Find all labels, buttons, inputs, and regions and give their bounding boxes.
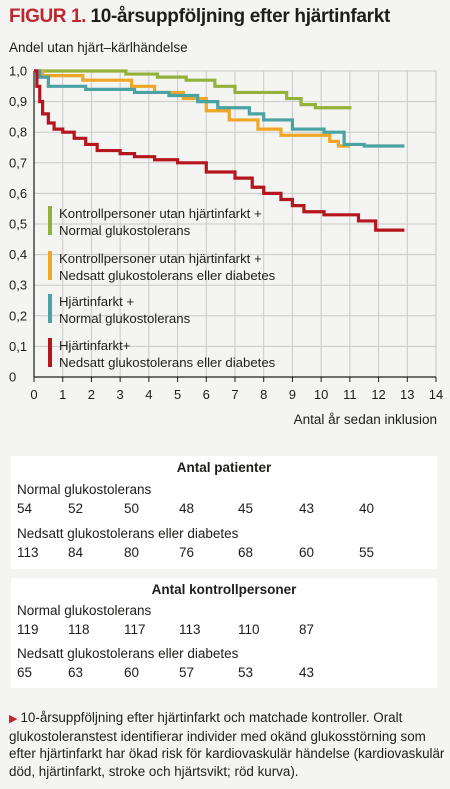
controls-normal-cell: 119 bbox=[17, 622, 39, 637]
x-tick-label: 10 bbox=[314, 387, 328, 402]
patients-impaired-cell: 113 bbox=[17, 545, 39, 560]
caption-arrow-icon: ▶ bbox=[9, 713, 18, 725]
series-layer bbox=[34, 69, 405, 232]
y-tick-label: 0,7 bbox=[9, 155, 27, 170]
patients-normal-cell: 40 bbox=[359, 501, 375, 516]
figure-label: FIGUR 1. bbox=[9, 6, 87, 27]
series-line-4 bbox=[34, 69, 405, 232]
y-tick-label: 1,0 bbox=[9, 64, 27, 79]
patients-impaired-cell: 55 bbox=[359, 545, 375, 560]
x-tick-label: 6 bbox=[203, 387, 210, 402]
chart-axes: 00,10,20,30,40,50,60,70,80,91,00 1 2 3 4 5 6 7 8… bbox=[9, 64, 443, 403]
legend-label-3-line1: Hjärtinfarkt + bbox=[59, 294, 134, 309]
controls-group-label-impaired: Nedsatt glukostolerans eller diabetes bbox=[17, 646, 239, 661]
chart-grid bbox=[34, 70, 437, 377]
controls-impaired-cell: 53 bbox=[238, 665, 254, 680]
caption-text: 10-årsuppföljning efter hjärtinfarkt och… bbox=[9, 710, 445, 779]
patients-table-heading: Antal patienter bbox=[176, 460, 272, 475]
x-tick-label: 14 bbox=[429, 387, 443, 402]
x-tick-label: 3 bbox=[117, 387, 124, 402]
controls-impaired-cell: 60 bbox=[124, 665, 140, 680]
patients-impaired-cell: 60 bbox=[299, 545, 315, 560]
y-axis-label: Andel utan hjärt–kärlhändelse bbox=[9, 40, 188, 55]
legend-label-1-line1: Kontrollpersoner utan hjärtinfarkt + bbox=[59, 206, 262, 221]
y-tick-label: 0,2 bbox=[9, 308, 27, 323]
x-tick-label: 2 bbox=[88, 387, 95, 402]
survival-chart: Andel utan hjärt–kärlhändelse 0 0,1 0,2 0,3… bbox=[9, 40, 443, 427]
controls-normal-cell: 118 bbox=[68, 622, 90, 637]
figure-title: 10-årsuppföljning efter hjärtinfarkt bbox=[90, 6, 391, 27]
patients-group-label-impaired: Nedsatt glukostolerans eller diabetes bbox=[17, 526, 239, 541]
patients-normal-cell: 43 bbox=[299, 501, 315, 516]
x-axis-label: Antal år sedan inklusion bbox=[294, 412, 437, 427]
y-tick-label: 0,1 bbox=[9, 339, 27, 354]
patients-normal-cell: 48 bbox=[179, 501, 195, 516]
x-tick-label: 5 bbox=[174, 387, 181, 402]
x-tick-label: 8 bbox=[260, 387, 267, 402]
controls-impaired-cell: 43 bbox=[299, 665, 315, 680]
x-tick-label: 0 bbox=[30, 387, 37, 402]
legend-label-2-line1: Kontrollpersoner utan hjärtinfarkt + bbox=[59, 251, 262, 266]
controls-impaired-cell: 63 bbox=[68, 665, 84, 680]
controls-table-heading: Antal kontrollpersoner bbox=[151, 582, 297, 597]
legend-label-4-line2: Nedsatt glukostolerans eller diabetes bbox=[59, 355, 276, 370]
patients-normal-cell: 54 bbox=[17, 501, 33, 516]
figure-title-row: FIGUR 1. 10-årsuppföljning efter hjärtin… bbox=[9, 6, 441, 34]
controls-normal-cell: 117 bbox=[124, 622, 146, 637]
patients-impaired-cell: 68 bbox=[238, 545, 254, 560]
y-tick-label: 0,9 bbox=[9, 94, 27, 109]
figure-caption: ▶ 10-årsuppföljning efter hjärtinfarkt oc… bbox=[9, 709, 445, 780]
legend-label-4-line1: Hjärtinfarkt+ bbox=[59, 338, 131, 353]
x-tick-label: 9 bbox=[289, 387, 296, 402]
controls-group-label-normal: Normal glukostolerans bbox=[17, 603, 152, 618]
x-tick-label: 1 bbox=[59, 387, 66, 402]
y-tick-label: 0,4 bbox=[9, 247, 27, 262]
patients-normal-cell: 52 bbox=[68, 501, 84, 516]
controls-table: Antal kontrollpersoner Normal glukostole… bbox=[11, 578, 437, 688]
series-line-3 bbox=[34, 69, 405, 148]
patients-table: Antal patienter Normal glukostolerans Ne… bbox=[11, 456, 437, 569]
legend-label-1-line2: Normal glukostolerans bbox=[59, 223, 191, 238]
x-tick-label: 4 bbox=[145, 387, 152, 402]
y-tick-label: 0,6 bbox=[9, 186, 27, 201]
controls-impaired-cell: 57 bbox=[179, 665, 195, 680]
patients-group-label-normal: Normal glukostolerans bbox=[17, 482, 152, 497]
patients-impaired-cell: 76 bbox=[179, 545, 195, 560]
patients-impaired-cell: 84 bbox=[68, 545, 84, 560]
x-tick-label: 11 bbox=[343, 387, 357, 402]
patients-impaired-cell: 80 bbox=[124, 545, 140, 560]
x-tick-label: 12 bbox=[371, 387, 385, 402]
legend-label-3-line2: Normal glukostolerans bbox=[59, 311, 191, 326]
y-tick-label: 0,5 bbox=[9, 217, 27, 232]
controls-normal-cell: 87 bbox=[299, 622, 315, 637]
y-tick-label: 0 bbox=[9, 370, 16, 385]
y-tick-label: 0,3 bbox=[9, 278, 27, 293]
series-line-1 bbox=[34, 69, 352, 110]
patients-normal-cell: 45 bbox=[238, 501, 254, 516]
legend-label-2-line2: Nedsatt glukostolerans eller diabetes bbox=[59, 268, 276, 283]
x-tick-label: 13 bbox=[400, 387, 414, 402]
y-tick-label: 0,8 bbox=[9, 125, 27, 140]
controls-impaired-cell: 65 bbox=[17, 665, 33, 680]
series-line-2 bbox=[34, 69, 350, 148]
patients-normal-cell: 50 bbox=[124, 501, 140, 516]
controls-normal-cell: 110 bbox=[238, 622, 260, 637]
controls-normal-cell: 113 bbox=[179, 622, 201, 637]
chart-legend: Kontrollpersoner utan hjärtinfarkt + Norm… bbox=[48, 206, 276, 370]
x-tick-label: 7 bbox=[231, 387, 238, 402]
